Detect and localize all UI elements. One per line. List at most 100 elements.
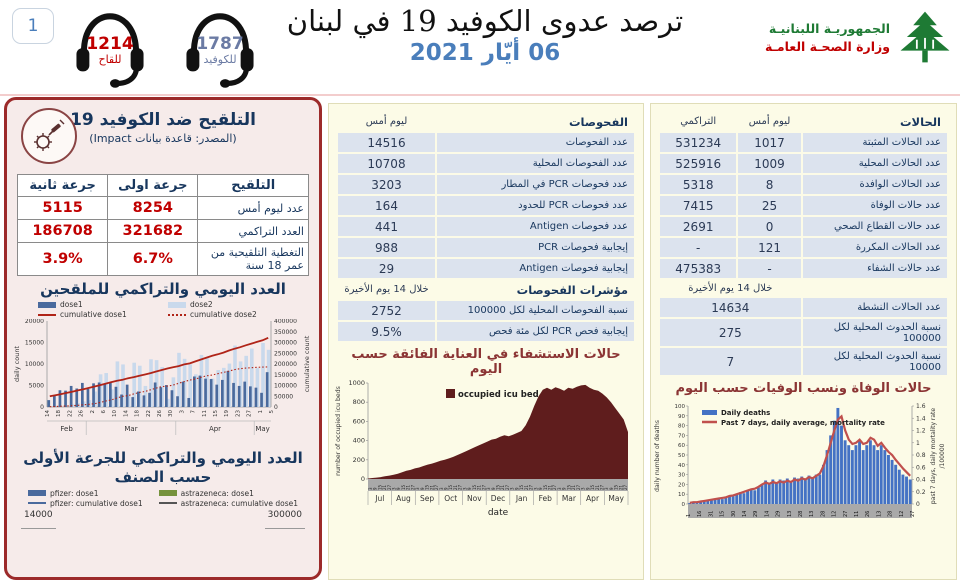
svg-text:May: May: [255, 425, 269, 433]
svg-text:14: 14: [123, 410, 129, 417]
vaccination-source: (المصدر: قاعدة بيانات Impact): [89, 132, 237, 145]
row-label: عدد الحالات المكررة: [802, 238, 947, 257]
legend-item: pfizer: dose1: [28, 489, 149, 498]
svg-text:3: 3: [581, 487, 586, 490]
dose1-value: 8254: [107, 196, 199, 220]
svg-text:Dec: Dec: [491, 494, 506, 503]
tests-panel: الفحوصات ليوم أمس عدد الفحوصات 14516 عدد الف…: [328, 103, 644, 580]
row-label: نسبة الفحوصات المحلية لكل 100000: [437, 301, 634, 320]
dose2-value: 3.9%: [16, 242, 109, 276]
svg-text:3: 3: [368, 487, 373, 490]
svg-text:29: 29: [753, 511, 759, 517]
yesterday-value: 121: [738, 238, 801, 257]
column-header-tests: الفحوصات: [568, 114, 628, 129]
vaccination-chart: 0500010000150002000005000010000015000020…: [13, 319, 311, 435]
row-label: نسبة الحدوث المحلية لكل 100000: [802, 319, 947, 346]
svg-text:12: 12: [898, 511, 904, 517]
svg-text:22: 22: [67, 410, 73, 417]
svg-text:9: 9: [609, 487, 614, 490]
table-row: إيجابية فحص PCR لكل مئة فحص 9.5%: [338, 322, 634, 341]
svg-text:Sep: Sep: [420, 494, 434, 503]
svg-text:15: 15: [496, 484, 501, 490]
row-label: التغطية التلقيحية من عمر 18 سنة: [197, 242, 309, 276]
svg-text:14: 14: [45, 410, 51, 417]
svg-text:15000: 15000: [25, 340, 44, 347]
report-header: 1 1214 للقاح 1787 للكوفيد ترصد عدوى الكو…: [0, 0, 960, 96]
svg-text:Aug: Aug: [396, 494, 411, 503]
row-value: 2752: [338, 301, 436, 320]
svg-text:21: 21: [548, 484, 553, 490]
dose2-value: 186708: [16, 219, 109, 243]
row-label: عدد حالات القطاع الصحي: [802, 217, 947, 236]
table-row: عدد فحوصات PCR للحدود 164: [338, 196, 634, 215]
table-row: عدد الحالات المحلية 1009 525916: [660, 154, 947, 173]
vaccine-hotline-label: للقاح: [98, 53, 122, 66]
svg-text:21: 21: [429, 484, 434, 490]
vaccine-virus-icon: [21, 108, 77, 164]
row-label: عدد الحالات المثبتة: [802, 133, 947, 152]
row-label: عدد حالات الوفاة: [802, 196, 947, 215]
table-row: عدد الحالات المثبتة 1017 531234: [660, 133, 947, 152]
svg-text:27: 27: [387, 484, 392, 490]
svg-text:15: 15: [590, 484, 595, 490]
svg-text:600: 600: [353, 417, 365, 425]
table-row: عدد ليوم أمس 8254 5115: [16, 196, 309, 220]
ministry-logo: الجمهوريـة اللبنانيـة وزارة الصحـة العام…: [765, 8, 954, 66]
yesterday-value: 1017: [738, 133, 801, 152]
vax-chart2-title: العدد اليومي والتراكمي للجرعة الأولى حسب…: [23, 449, 303, 486]
svg-text:27: 27: [458, 484, 463, 490]
row-value: 14516: [338, 133, 436, 152]
yesterday-value: 8: [738, 175, 801, 194]
svg-text:Jan: Jan: [515, 494, 528, 503]
svg-text:800: 800: [353, 398, 365, 406]
svg-text:15: 15: [519, 484, 524, 490]
svg-text:27: 27: [247, 410, 253, 417]
svg-text:14: 14: [764, 511, 770, 517]
table-row: عدد حالات القطاع الصحي 0 2691: [660, 217, 947, 236]
svg-text:30: 30: [730, 511, 736, 517]
svg-text:3: 3: [439, 487, 444, 490]
row-label: عدد الفحوصات المحلية: [437, 154, 634, 173]
covid-hotline-label: للكوفيد: [203, 53, 237, 66]
dose1-value: 6.7%: [107, 242, 199, 276]
table-row: عدد الحالات النشطة 14634: [660, 298, 947, 317]
headset-icon: [186, 13, 254, 88]
cases-table: الحالات ليوم أمس التراكمي عدد الحالات المثب…: [658, 110, 949, 377]
deaths-chart-title: حالات الوفاة ونسب الوفيات حسب اليوم: [675, 381, 932, 396]
column-header: جرعة اولى: [107, 174, 199, 197]
page-title: ترصد عدوى الكوفيد 19 في لبنان: [286, 4, 684, 38]
svg-text:2: 2: [90, 410, 96, 414]
svg-text:3: 3: [533, 487, 538, 490]
svg-text:50000: 50000: [274, 393, 293, 400]
svg-text:11: 11: [854, 511, 860, 517]
svg-text:16: 16: [697, 511, 703, 517]
column-header: التلقيح: [197, 174, 309, 197]
row-label: عدد الحالات المحلية: [802, 154, 947, 173]
table-row: عدد الحالات الوافدة 8 5318: [660, 175, 947, 194]
cumulative-value: -: [660, 238, 737, 257]
svg-text:15: 15: [401, 484, 406, 490]
table-header-row: الفحوصات ليوم أمس: [338, 112, 634, 131]
svg-text:0: 0: [274, 404, 278, 411]
svg-text:9: 9: [562, 487, 567, 490]
cumulative-value: 2691: [660, 217, 737, 236]
table-row: نسبة الحدوث المحلية لكل 10000 7: [660, 348, 947, 375]
vaccine-hotline-number: 1214: [86, 34, 134, 54]
svg-text:15: 15: [448, 484, 453, 490]
svg-text:11: 11: [202, 410, 208, 417]
svg-text:Oct: Oct: [444, 494, 457, 503]
svg-text:9: 9: [491, 487, 496, 490]
svg-text:Mar: Mar: [124, 425, 137, 433]
svg-text:6: 6: [101, 410, 107, 414]
svg-text:150000: 150000: [274, 372, 297, 379]
svg-text:occupied icu bed: occupied icu bed: [458, 390, 539, 400]
svg-text:daily count: daily count: [13, 346, 21, 382]
period-header-row: خلال 14 يوم الأخيرة: [660, 280, 947, 296]
ministry-name-line2: وزارة الصحـة العامـة: [764, 38, 890, 54]
svg-text:10: 10: [678, 492, 685, 498]
page-number-badge: 1: [12, 8, 54, 44]
svg-text:Apr: Apr: [586, 494, 600, 503]
row-label: عدد حالات الشفاء: [802, 259, 947, 278]
svg-text:26: 26: [865, 511, 871, 517]
